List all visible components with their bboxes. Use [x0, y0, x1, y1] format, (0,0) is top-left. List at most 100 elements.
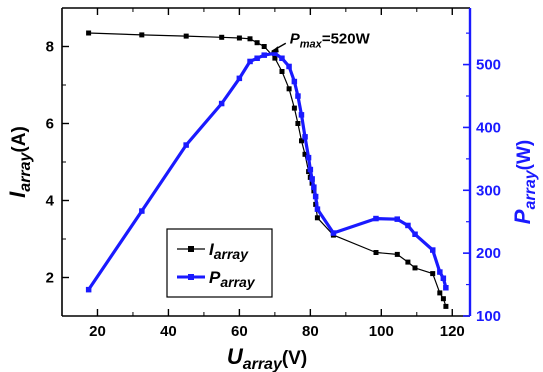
y-right-tick-label: 200 [476, 245, 501, 262]
pmax-annotation-main: P [290, 30, 301, 47]
legend-i-array-label-sub: array [214, 246, 249, 262]
y-left-axis-label-sub: array [17, 151, 34, 191]
p-array-point [279, 55, 285, 61]
p-array-point [309, 176, 315, 182]
p-array-point [311, 184, 317, 190]
legend-p-array-label: Parray [209, 268, 256, 290]
p-array-point [247, 58, 253, 65]
p-array-point [373, 215, 379, 222]
p-array-point [405, 222, 411, 229]
p-array-point [394, 216, 400, 222]
pmax-annotation-sub: max [300, 38, 323, 50]
x-tick-label: 120 [440, 323, 465, 340]
series-layer [85, 30, 449, 309]
x-axis-label-unit: (V) [282, 348, 307, 369]
y-left-tick-label: 6 [46, 116, 54, 133]
y-left-tick-label: 2 [46, 270, 54, 287]
i-array-point [430, 271, 436, 277]
i-array-point [219, 34, 225, 40]
legend-p-array-label-sub: array [220, 274, 255, 290]
y-right-tick-label: 500 [476, 57, 501, 74]
p-array-point [437, 269, 443, 275]
y-right-axis-label-main: P [510, 209, 535, 224]
y-right-axis-label: Parray(W) [510, 140, 539, 224]
y-right-tick-label: 100 [476, 308, 501, 325]
pmax-arrow-head [270, 46, 279, 53]
x-tick-label: 80 [302, 323, 319, 340]
p-array-point [272, 50, 278, 56]
axes-layer: 20 40 60 80 100 120 2 4 6 8 100 200 300 400 500 [46, 7, 501, 340]
p-array-point [295, 93, 301, 99]
i-array-point [247, 36, 253, 42]
legend-i-array-label: Iarray [209, 240, 249, 262]
i-array-point [302, 151, 308, 157]
p-array-point [302, 134, 308, 140]
y-left-axis-label-unit: (A) [9, 126, 30, 152]
p-array-point [307, 166, 314, 173]
y-left-axis-label: Iarray(A) [5, 126, 34, 198]
p-array-point [218, 100, 225, 107]
x-tick-label: 20 [89, 323, 106, 340]
legend-i-array-label-main: I [209, 240, 215, 259]
i-array-point [412, 265, 418, 271]
y-right-axis-label-sub: array [522, 169, 539, 209]
i-array-point [437, 290, 443, 296]
i-array-point [443, 303, 449, 309]
label-layer: Uarray(V)Iarray(A)Parray(W)Pmax=520W [5, 30, 539, 372]
p-array-point [183, 142, 189, 148]
p-array-point [85, 286, 92, 293]
p-array-point [236, 75, 243, 82]
p-array-point [443, 285, 449, 291]
i-array-point [183, 33, 189, 39]
i-array-point [279, 69, 285, 74]
pmax-annotation-value: =520W [322, 30, 371, 47]
x-axis-label-main: U [227, 344, 244, 369]
p-array-point [139, 208, 145, 214]
p-array-point [291, 78, 298, 85]
x-axis-label: Uarray(V) [227, 344, 307, 372]
i-array-point [86, 30, 92, 36]
p-array-point [312, 193, 319, 200]
y-right-axis-label-unit: (W) [514, 140, 535, 171]
i-array-point [286, 86, 292, 92]
p-array-point [412, 231, 418, 237]
i-array-point [236, 35, 242, 41]
p-array-point [254, 55, 260, 61]
i-array-point [254, 40, 260, 46]
p-array-point [261, 52, 267, 58]
x-tick-label: 100 [369, 323, 394, 340]
i-array-point [299, 138, 304, 144]
i-array-point [272, 55, 278, 61]
i-array-point [291, 105, 297, 111]
i-array-point [314, 215, 320, 221]
i-array-point [440, 296, 446, 302]
p-array-point [298, 112, 305, 118]
legend-i-array-marker [188, 246, 194, 252]
pmax-annotation: Pmax=520W [290, 30, 371, 50]
x-tick-label: 40 [160, 323, 177, 340]
y-left-tick-label: 4 [46, 193, 55, 210]
y-left-tick-label: 8 [46, 39, 54, 56]
p-array-point [430, 247, 436, 253]
i-array-point [295, 121, 301, 126]
legend-p-array-label-main: P [209, 268, 221, 287]
i-array-point [394, 251, 400, 257]
p-array-point [440, 275, 447, 281]
p-array-point [286, 63, 292, 70]
i-array-point [405, 259, 411, 265]
legend-box [166, 228, 273, 298]
i-array-point [373, 250, 379, 255]
y-right-tick-label: 300 [476, 182, 501, 199]
y-right-tick-label: 400 [476, 119, 501, 136]
p-array-point [314, 206, 321, 212]
y-left-axis-label-main: I [5, 191, 30, 198]
legend-p-array-marker [188, 274, 194, 280]
p-array-point [330, 230, 337, 236]
x-tick-label: 60 [231, 323, 248, 340]
i-array-point [261, 44, 267, 49]
p-array-point [305, 154, 312, 161]
x-axis-label-sub: array [243, 356, 283, 372]
i-array-point [139, 32, 145, 38]
